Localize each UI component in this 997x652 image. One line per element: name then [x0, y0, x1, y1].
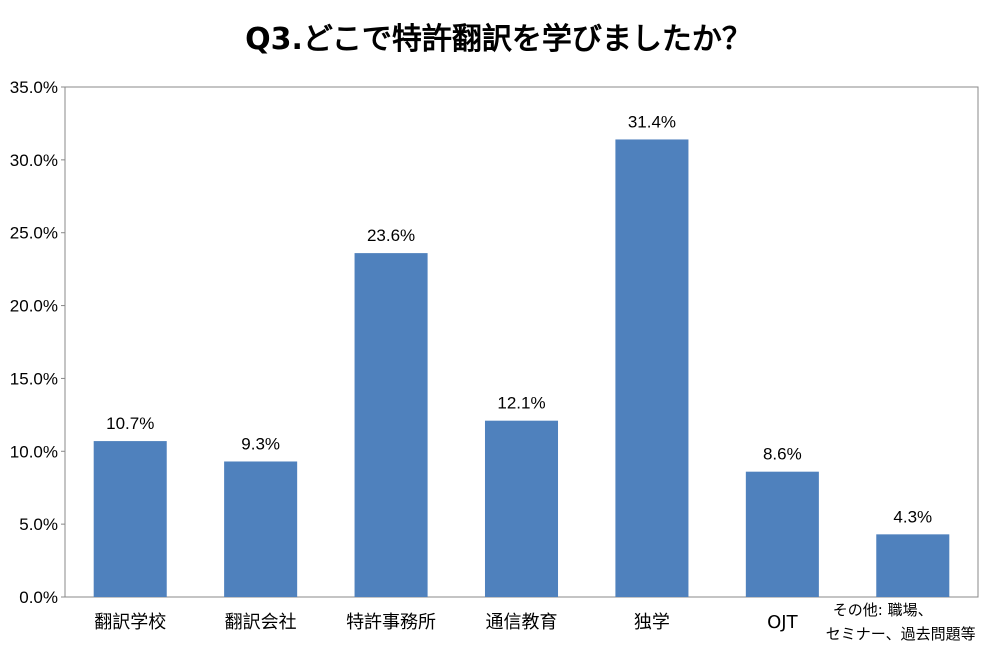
- y-tick-label: 10.0%: [10, 442, 58, 461]
- y-tick-label: 25.0%: [10, 224, 58, 243]
- bar: [615, 139, 689, 597]
- data-label: 31.4%: [628, 112, 676, 131]
- data-label: 9.3%: [241, 434, 280, 453]
- data-label: 12.1%: [497, 394, 545, 413]
- x-category-label: OJT: [767, 612, 798, 633]
- x-category-label: 翻訳学校: [94, 612, 166, 633]
- data-label: 10.7%: [106, 414, 154, 433]
- y-tick-label: 35.0%: [10, 78, 58, 97]
- bar: [876, 534, 950, 597]
- x-category-label: 翻訳会社: [225, 612, 297, 633]
- y-tick-label: 0.0%: [19, 588, 58, 607]
- bars: [93, 139, 950, 597]
- chart-title: Q3.どこで特許翻訳を学びましたか？: [245, 22, 752, 57]
- y-tick-label: 5.0%: [19, 515, 58, 534]
- x-category-label: 通信教育: [486, 612, 558, 633]
- data-label: 4.3%: [893, 507, 932, 526]
- x-axis: 翻訳学校 翻訳会社 特許事務所 通信教育 独学 OJT その他: 職場、セミナー、過去問題等: [94, 601, 975, 643]
- bar: [93, 441, 167, 597]
- bar: [745, 471, 819, 597]
- bar: [354, 253, 428, 597]
- x-category-label: 特許事務所: [346, 612, 436, 633]
- data-labels: 10.7% 9.3% 23.6% 12.1% 31.4% 8.6% 4.3%: [106, 112, 932, 526]
- bar: [224, 461, 298, 597]
- x-category-label: その他: 職場、: [833, 601, 933, 619]
- x-category-label: 独学: [634, 612, 670, 633]
- data-label: 8.6%: [763, 445, 802, 464]
- y-tick-label: 30.0%: [10, 151, 58, 170]
- y-tick-label: 20.0%: [10, 297, 58, 316]
- x-category-label: セミナー、過去問題等: [826, 625, 976, 643]
- y-tick-label: 15.0%: [10, 369, 58, 388]
- y-axis: 0.0% 5.0% 10.0% 15.0% 20.0% 25.0% 30.0% 35.0%: [10, 78, 65, 607]
- data-label: 23.6%: [367, 226, 415, 245]
- bar: [484, 420, 559, 597]
